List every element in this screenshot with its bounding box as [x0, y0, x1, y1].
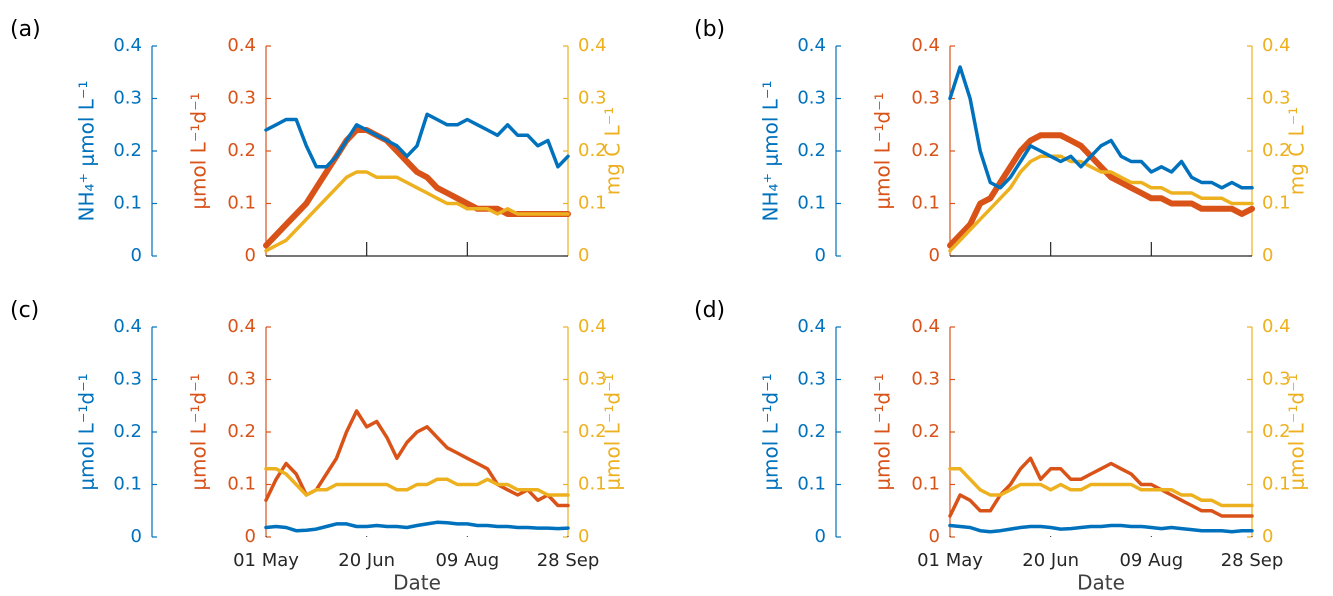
y-tick-label: 0 — [815, 245, 826, 266]
y-tick-label: 0 — [929, 245, 940, 266]
y-tick-label: 0.2 — [227, 140, 256, 161]
y-tick-label: 0.4 — [578, 316, 607, 337]
y-tick-label: 0.1 — [911, 474, 940, 495]
y-tick-label: 0.2 — [911, 421, 940, 442]
y-axis-label: mg C L⁻¹ — [601, 107, 625, 196]
y-tick-label: 0 — [1262, 526, 1273, 547]
y-tick-label: 0.1 — [113, 474, 142, 495]
y-tick-label: 0.4 — [797, 316, 826, 337]
y-tick-label: 0.3 — [227, 88, 256, 109]
y-axis-label: μmol L⁻¹d⁻¹ — [871, 92, 895, 209]
x-tick-label: 01 May — [917, 550, 983, 571]
data-line — [264, 112, 570, 169]
y-tick-label: 0.4 — [227, 35, 256, 56]
y-tick-label: 0.1 — [797, 474, 826, 495]
x-tick-label: 09 Aug — [435, 550, 499, 571]
y-axis-label: μmol L⁻¹d⁻¹ — [187, 373, 211, 490]
y-tick-label: 0.3 — [578, 369, 607, 390]
y-axis-label: NH₄⁺ μmol L⁻¹ — [759, 80, 783, 221]
x-tick-label: 01 May — [233, 550, 299, 571]
y-tick-label: 0.1 — [113, 193, 142, 214]
y-tick-label: 0.4 — [911, 316, 940, 337]
y-tick-label: 0.2 — [227, 421, 256, 442]
x-tick-label: 20 Jun — [338, 550, 395, 571]
data-line — [948, 65, 1254, 190]
y-tick-label: 0.1 — [797, 193, 826, 214]
y-tick-label: 0 — [929, 526, 940, 547]
y-tick-label: 0 — [131, 245, 142, 266]
y-tick-label: 0.3 — [797, 88, 826, 109]
y-tick-label: 0.1 — [578, 474, 607, 495]
y-tick-label: 0.3 — [911, 88, 940, 109]
x-axis-label: Date — [1077, 571, 1125, 595]
y-tick-label: 0.1 — [1262, 474, 1291, 495]
panel-label: (d) — [694, 298, 725, 323]
y-axis-label: μmol L⁻¹d⁻¹ — [1285, 373, 1309, 490]
y-tick-label: 0.3 — [1262, 88, 1291, 109]
y-tick-label: 0.4 — [113, 35, 142, 56]
y-tick-label: 0.3 — [911, 369, 940, 390]
y-tick-label: 0.2 — [911, 140, 940, 161]
x-tick-label: 20 Jun — [1022, 550, 1079, 571]
y-tick-label: 0.1 — [227, 193, 256, 214]
y-tick-label: 0.4 — [578, 35, 607, 56]
y-tick-label: 0.1 — [1262, 193, 1291, 214]
y-tick-label: 0.4 — [1262, 316, 1291, 337]
y-tick-label: 0 — [815, 526, 826, 547]
y-axis-label: μmol L⁻¹d⁻¹ — [187, 92, 211, 209]
y-tick-label: 0 — [131, 526, 142, 547]
y-tick-label: 0.2 — [113, 140, 142, 161]
y-tick-label: 0.1 — [911, 193, 940, 214]
x-tick-label: 09 Aug — [1119, 550, 1183, 571]
y-tick-label: 0 — [245, 526, 256, 547]
y-tick-label: 0.3 — [578, 88, 607, 109]
data-line — [264, 467, 570, 497]
y-tick-label: 0.3 — [1262, 369, 1291, 390]
y-axis-label: μmol L⁻¹d⁻¹ — [601, 373, 625, 490]
data-line — [948, 456, 1254, 518]
y-tick-label: 0 — [1262, 245, 1273, 266]
y-tick-label: 0.4 — [1262, 35, 1291, 56]
data-line — [264, 520, 570, 533]
y-tick-label: 0.3 — [797, 369, 826, 390]
y-axis-label: μmol L⁻¹d⁻¹ — [759, 373, 783, 490]
y-tick-label: 0.1 — [227, 474, 256, 495]
y-tick-label: 0.2 — [113, 421, 142, 442]
y-tick-label: 0 — [578, 526, 589, 547]
y-tick-label: 0.2 — [1262, 421, 1291, 442]
y-tick-label: 0.4 — [797, 35, 826, 56]
panel-label: (c) — [10, 298, 39, 323]
y-tick-label: 0.4 — [911, 35, 940, 56]
x-tick-label: 28 Sep — [537, 550, 600, 571]
y-tick-label: 0.2 — [1262, 140, 1291, 161]
y-axis-label: mg C L⁻¹ — [1285, 107, 1309, 196]
y-tick-label: 0.1 — [578, 193, 607, 214]
x-axis-label: Date — [393, 571, 441, 595]
y-tick-label: 0.3 — [227, 369, 256, 390]
x-tick-label: 28 Sep — [1221, 550, 1284, 571]
y-tick-label: 0.3 — [113, 369, 142, 390]
data-line — [948, 154, 1254, 253]
panel-label: (b) — [694, 17, 725, 42]
data-line — [264, 170, 570, 253]
y-tick-label: 0.2 — [578, 140, 607, 161]
data-line — [948, 467, 1254, 508]
y-tick-label: 0.2 — [797, 140, 826, 161]
y-tick-label: 0.3 — [113, 88, 142, 109]
y-tick-label: 0.4 — [113, 316, 142, 337]
data-line — [948, 523, 1254, 534]
y-axis-label: NH₄⁺ μmol L⁻¹ — [75, 80, 99, 221]
panel-label: (a) — [10, 17, 41, 42]
y-tick-label: 0.4 — [227, 316, 256, 337]
y-axis-label: μmol L⁻¹d⁻¹ — [75, 373, 99, 490]
y-axis-label: μmol L⁻¹d⁻¹ — [871, 373, 895, 490]
y-tick-label: 0.2 — [797, 421, 826, 442]
y-tick-label: 0 — [245, 245, 256, 266]
y-tick-label: 0.2 — [578, 421, 607, 442]
y-tick-label: 0 — [578, 245, 589, 266]
data-line — [947, 132, 1255, 249]
